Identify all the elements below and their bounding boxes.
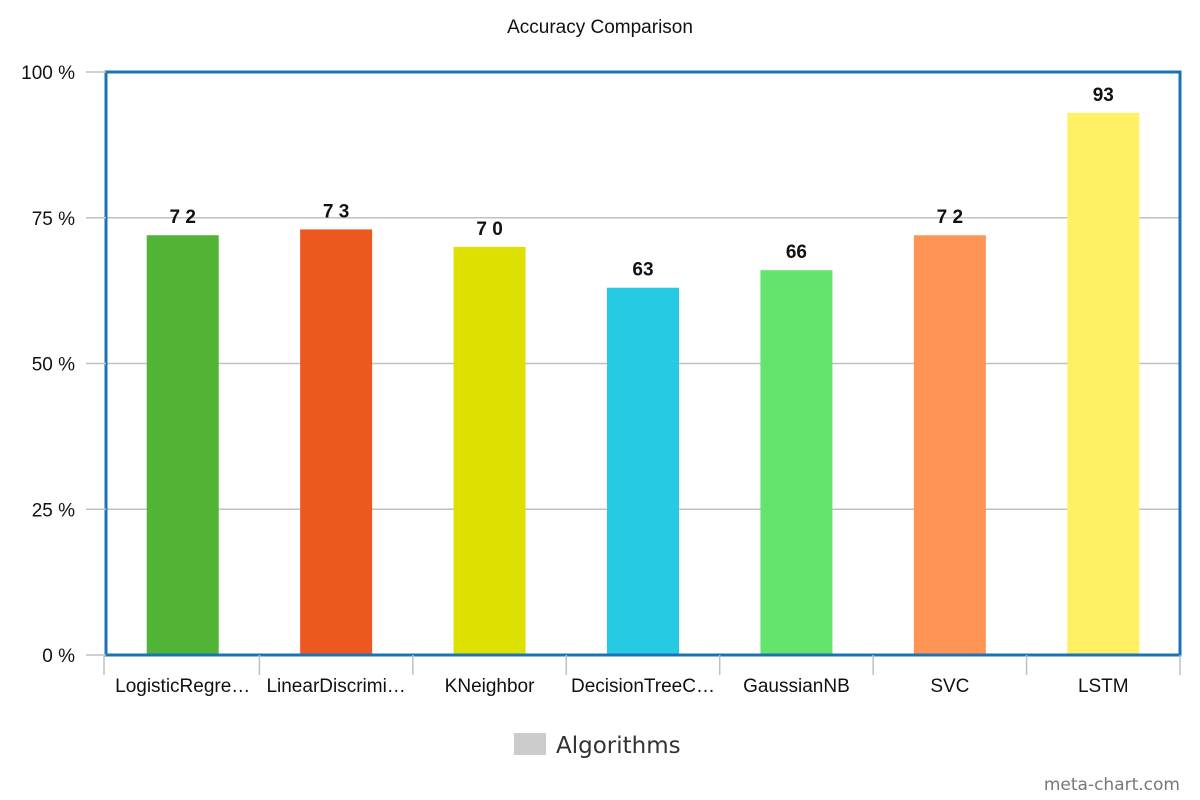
data-labels: 7 2 7 3 7 0 63 66 7 2 93 xyxy=(170,85,1114,281)
chart-title: Accuracy Comparison xyxy=(507,17,693,38)
y-axis: 0 % 25 % 50 % 75 % 100 % xyxy=(21,63,106,667)
legend-label: Algorithms xyxy=(556,733,681,759)
legend: Algorithms xyxy=(514,733,681,759)
legend-swatch xyxy=(514,733,546,755)
x-tick-label: GaussianNB xyxy=(743,676,850,697)
data-label: 66 xyxy=(786,242,807,263)
bars xyxy=(146,112,1140,656)
bar xyxy=(760,270,833,655)
x-tick-label: SVC xyxy=(930,676,969,697)
data-label: 7 3 xyxy=(323,201,349,222)
y-tick-label: 100 % xyxy=(21,63,75,84)
watermark: meta-chart.com xyxy=(1044,775,1180,795)
data-label: 7 2 xyxy=(170,207,196,228)
x-tick-label: LSTM xyxy=(1078,676,1129,697)
data-label: 63 xyxy=(632,260,653,281)
x-tick-label: KNeighbor xyxy=(445,676,535,697)
x-tick-label: DecisionTreeC… xyxy=(571,676,715,697)
x-tick-label: LogisticRegre… xyxy=(115,676,250,697)
data-label: 7 0 xyxy=(476,219,502,240)
x-tick-label: LinearDiscrimi… xyxy=(266,676,405,697)
bar xyxy=(1067,112,1140,655)
data-label: 7 2 xyxy=(937,207,963,228)
bar xyxy=(913,235,986,656)
bar xyxy=(300,229,373,655)
x-axis: LogisticRegre… LinearDiscrimi… KNeighbor De… xyxy=(103,655,1181,697)
y-tick-label: 25 % xyxy=(32,500,75,521)
data-label: 93 xyxy=(1093,85,1114,106)
bar xyxy=(607,287,679,655)
bar xyxy=(453,246,526,655)
y-tick-label: 50 % xyxy=(32,355,75,376)
bar xyxy=(146,235,219,656)
y-tick-label: 75 % xyxy=(32,209,75,230)
y-tick-label: 0 % xyxy=(42,646,75,667)
